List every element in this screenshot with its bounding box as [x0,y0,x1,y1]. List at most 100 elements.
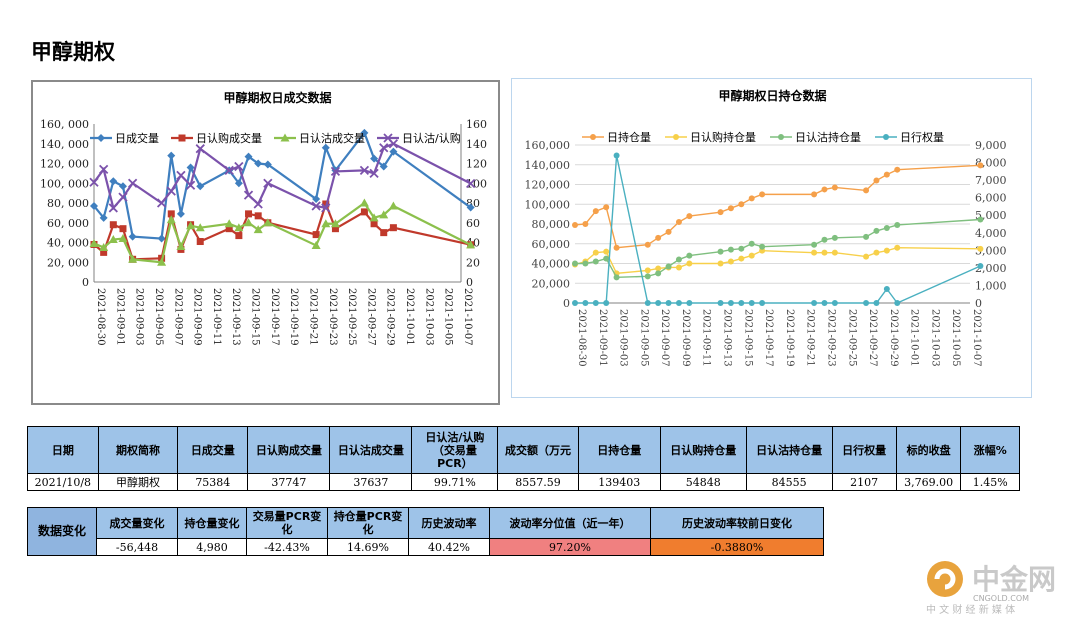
y-tick-label: 140,000 [525,159,571,172]
x-tick-label: 2021-09-07 [172,288,183,346]
y2-tick-label: 7,000 [975,174,1007,187]
data-point [245,210,253,218]
legend-label: 日认沽持仓量 [795,130,861,144]
legend-label: 日行权量 [900,131,944,144]
series-2 [89,198,476,266]
data-point [717,260,724,267]
y2-tick-label: 140 [466,138,487,151]
summary-header-cell: 标的收盘 [895,426,962,474]
x-tick-label: 2021-09-13 [230,288,241,346]
data-point [873,177,880,184]
change-header-cell: 历史波动率较前日变化 [650,507,824,539]
logo-tagline-text: 中 文 财 经 新 媒 体 [926,603,1015,616]
y2-tick-label: 120 [466,158,487,171]
data-point [738,255,745,262]
data-point [118,234,128,243]
y-tick-label: 60,000 [532,238,571,251]
x-tick-label: 2021-09-07 [659,309,670,367]
data-point [466,203,475,212]
data-point [717,248,724,255]
y-tick-label: 20,000 [532,277,571,290]
legend-marker [778,134,784,140]
x-tick-label: 2021-10-05 [443,288,454,346]
summary-cell: 99.71% [411,473,499,491]
x-tick-label: 2021-09-15 [250,288,261,346]
data-point [167,210,175,218]
data-point [235,232,243,240]
data-point [821,236,828,243]
data-point [321,143,330,152]
data-point [466,240,476,249]
data-point [863,187,870,194]
cngold-logo: 中金网 CNGOLD.COM 中 文 财 经 新 媒 体 [920,555,1070,617]
change-cell: 97.20% [489,538,651,556]
data-point [119,225,127,233]
data-point [157,234,166,243]
data-point [603,204,610,211]
data-point [89,238,99,247]
data-point [234,223,244,232]
data-point [831,234,838,241]
summary-cell: 139403 [577,473,661,491]
data-point [370,154,379,163]
legend-marker [590,134,596,140]
data-point [185,180,196,190]
y-tick-label: 60, 000 [47,217,89,230]
data-point [748,300,755,306]
data-point [977,263,984,270]
x-tick-label: 2021-09-09 [680,309,691,367]
data-point [582,300,589,306]
data-point [675,264,682,271]
x-tick-label: 2021-10-01 [404,288,415,346]
chart-title: 甲醇期权日持仓数据 [718,88,826,103]
summary-header-cell: 日持仓量 [577,426,661,474]
series-line [93,130,472,240]
data-point [108,235,118,244]
data-point [582,260,589,267]
change-cell: -0.3880% [650,538,824,556]
data-point [883,247,890,254]
data-point [644,241,651,248]
series-line [574,164,981,249]
data-point [118,182,127,191]
data-point [466,178,476,189]
change-cell: 40.42% [408,538,490,556]
data-point [330,219,340,228]
x-tick-label: 2021-09-01 [114,288,125,346]
data-point [811,191,818,198]
table-row: -56,448 4,980 -42.43% 14.69% 40.42% 97.20% -0.… [28,538,824,556]
x-tick-label: 2021-09-01 [597,309,608,367]
legend-label: 日认购成交量 [196,131,262,145]
y-tick-label: 40, 000 [47,237,89,250]
data-point [127,178,138,188]
summary-cell: 37747 [247,473,331,491]
y2-tick-label: 20 [466,256,480,269]
data-point [167,151,176,160]
data-point [686,260,693,267]
data-point [686,300,693,306]
data-point [644,300,651,306]
summary-header-cell: 日行权量 [831,426,897,474]
data-point [263,160,272,169]
y-tick-label: 140, 000 [40,138,89,151]
summary-header-cell: 日认购持仓量 [659,426,747,474]
y2-tick-label: 160 [466,118,487,131]
x-tick-label: 2021-09-23 [825,309,836,367]
data-point [717,300,724,306]
x-tick-label: 2021-08-30 [95,288,106,346]
chart-title: 甲醇期权日成交数据 [223,90,331,105]
data-point [321,203,331,213]
legend-label: 日认购持仓量 [690,130,756,144]
page-title: 甲醇期权 [31,40,115,64]
x-tick-label: 2021-09-21 [805,309,816,367]
logo-domain-text: CNGOLD.COM [973,594,1029,603]
data-point [727,258,734,265]
summary-cell: 84555 [745,473,833,491]
data-point [196,238,204,246]
summary-cell: 54848 [659,473,747,491]
data-point [603,248,610,255]
x-tick-label: 2021-09-19 [784,309,795,367]
data-point [727,300,734,306]
data-point [675,256,682,263]
data-point [311,240,321,249]
